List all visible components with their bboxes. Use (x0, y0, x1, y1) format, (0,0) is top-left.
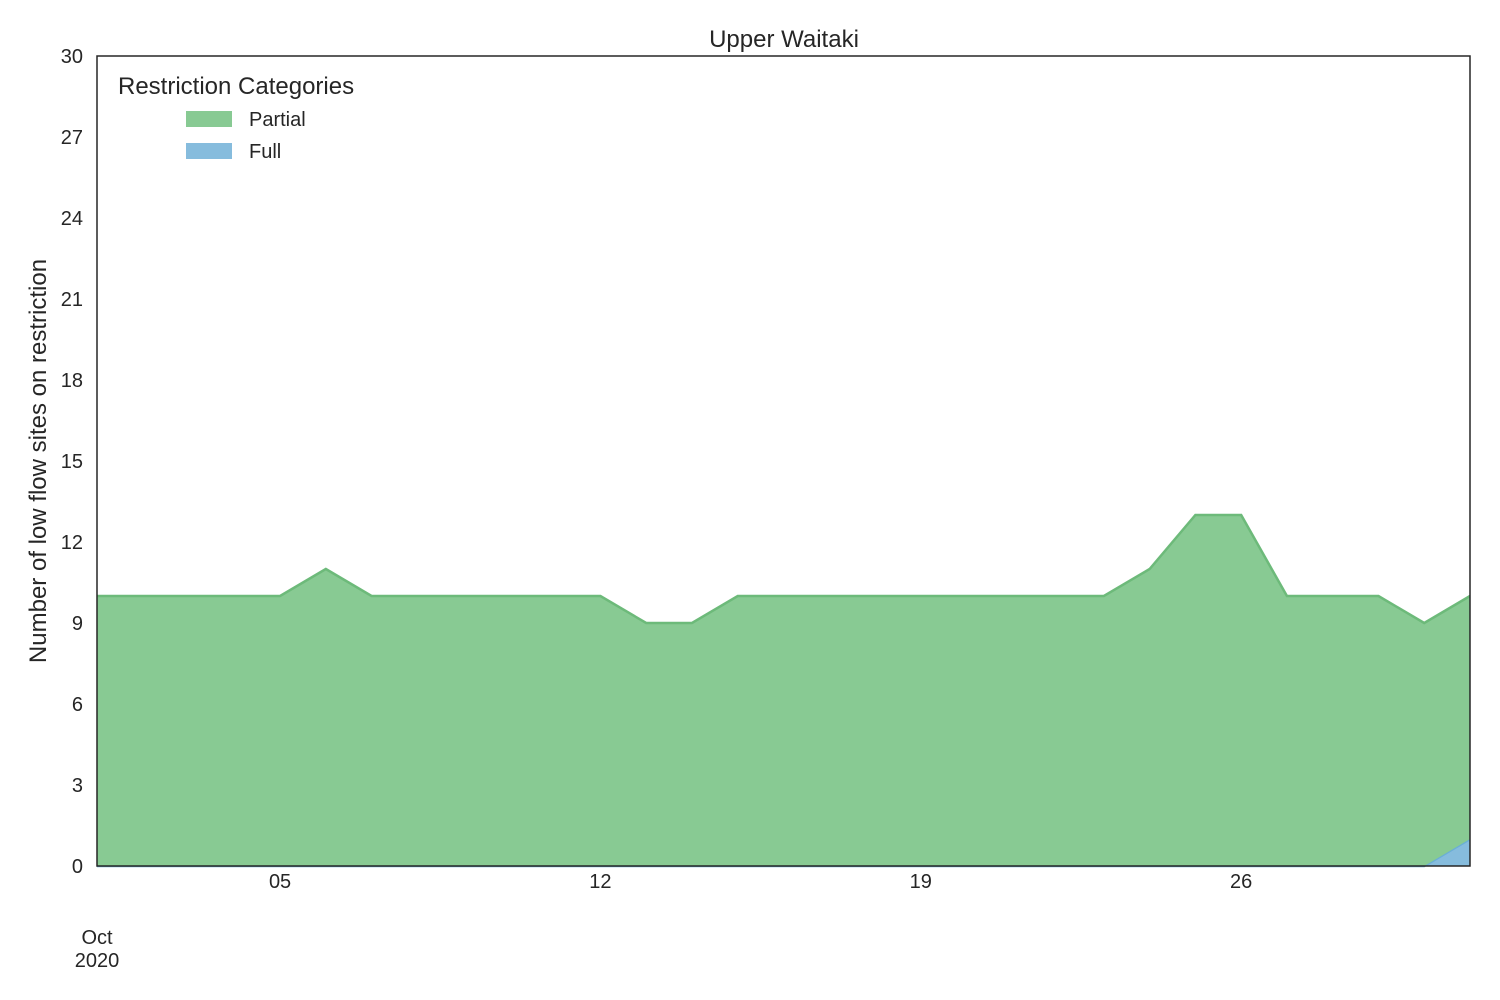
y-tick-label: 21 (61, 289, 83, 311)
y-axis-ticks: 0 3 6 9 12 15 18 21 24 27 30 (61, 46, 83, 878)
x-offset-month: Oct (81, 927, 113, 949)
legend-swatch-partial (186, 111, 232, 127)
y-tick-label: 0 (72, 856, 83, 878)
y-tick-label: 6 (72, 694, 83, 716)
y-tick-label: 24 (61, 208, 83, 230)
x-tick-label: 26 (1230, 871, 1252, 893)
y-tick-label: 15 (61, 451, 83, 473)
series-line-partial (97, 513, 1471, 625)
x-tick-label: 12 (589, 871, 611, 893)
legend-label-partial: Partial (249, 109, 306, 131)
y-tick-label: 30 (61, 46, 83, 68)
y-tick-label: 27 (61, 127, 83, 149)
y-tick-label: 3 (72, 775, 83, 797)
y-tick-label: 12 (61, 532, 83, 554)
y-axis-label: Number of low flow sites on restriction (25, 259, 52, 663)
y-tick-label: 9 (72, 613, 83, 635)
x-axis-ticks: 05 12 19 26 (269, 871, 1252, 893)
area-partial (97, 515, 1470, 866)
legend-swatch-full (186, 143, 232, 159)
plot-frame (96, 55, 1471, 867)
x-tick-label: 05 (269, 871, 291, 893)
legend-title: Restriction Categories (118, 73, 354, 100)
x-tick-label: 19 (910, 871, 932, 893)
chart-title: Upper Waitaki (709, 26, 859, 53)
legend-label-full: Full (249, 141, 281, 163)
y-tick-label: 18 (61, 370, 83, 392)
x-offset-year: 2020 (75, 950, 120, 972)
legend: Restriction Categories Partial Full (118, 73, 354, 163)
